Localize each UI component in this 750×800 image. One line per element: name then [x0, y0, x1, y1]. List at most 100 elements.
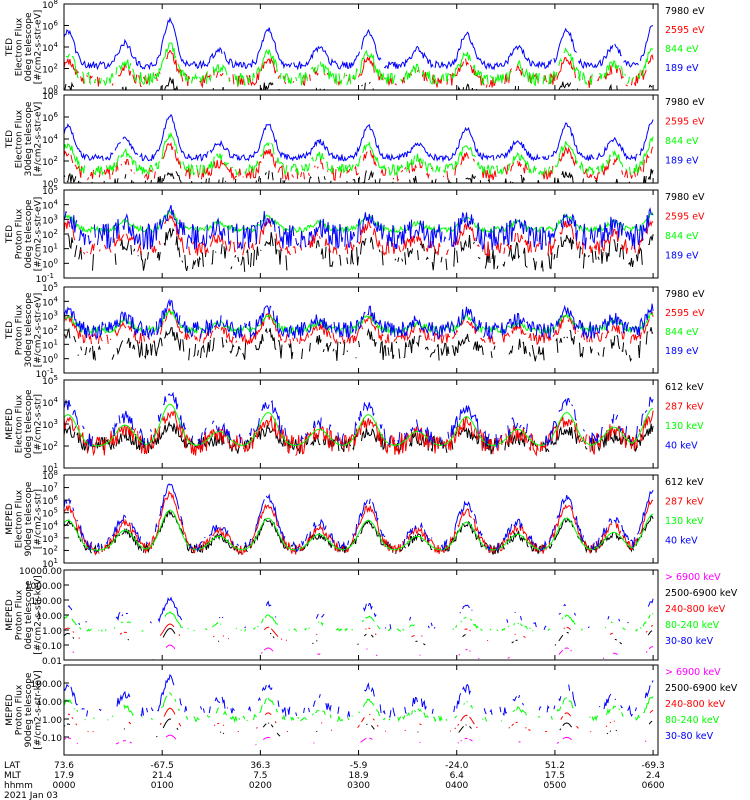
- legend-entry: 612 keV: [665, 382, 704, 393]
- y-tick-label: 102: [42, 544, 58, 557]
- y-tick-label: 0.01: [42, 657, 62, 667]
- lat-tick-label: 73.6: [54, 761, 74, 771]
- y-axis-title: Electron Flux: [15, 109, 25, 168]
- legend-entry: 2500-6900 keV: [665, 588, 738, 599]
- lat-tick-label: -5.9: [350, 761, 368, 771]
- y-axis-title: Electron Flux: [15, 17, 25, 76]
- legend-entry: 287 keV: [665, 497, 704, 508]
- series-line-287-kev: [64, 410, 654, 457]
- legend-entry: 240-800 keV: [665, 699, 726, 710]
- legend-entry: 189 eV: [665, 63, 699, 74]
- y-tick-label: 102: [42, 228, 58, 241]
- series-line-7980-ev: [64, 327, 654, 363]
- series-line-40-kev: [64, 391, 654, 449]
- y-tick-label: 102: [42, 440, 58, 453]
- series-line-130-kev: [64, 509, 654, 551]
- series-line-80-240-kev: [64, 611, 654, 632]
- footer-label: 2021 Jan 03: [4, 791, 58, 800]
- y-tick-label: 100: [42, 257, 58, 270]
- y-axis-title: TED: [5, 130, 15, 149]
- legend-entry: 189 eV: [665, 346, 699, 357]
- legend-entry: 2595 eV: [665, 25, 705, 36]
- y-axis-title: [#/cm2-s-str]: [34, 394, 44, 454]
- series-line-30-80-kev: [64, 673, 654, 718]
- legend-entry: 80-240 keV: [665, 715, 720, 726]
- y-axis-title: TED: [5, 38, 15, 57]
- series-line-130-kev: [64, 403, 654, 447]
- y-tick-label: 100.00: [31, 597, 63, 607]
- y-axis-title: MEPED: [5, 503, 15, 535]
- y-tick-label: 100: [42, 353, 58, 366]
- y-tick-label: 103: [42, 213, 58, 226]
- footer-label: MLT: [4, 771, 22, 781]
- y-axis-title: MEPED: [5, 599, 15, 631]
- legend-entry: 80-240 keV: [665, 620, 720, 631]
- y-tick-label: 106: [42, 20, 58, 33]
- legend-entry: 7980 eV: [665, 289, 705, 300]
- y-axis-title: Proton Flux: [15, 208, 25, 259]
- time-tick-label: 0300: [347, 781, 370, 791]
- y-tick-label: 103: [42, 310, 58, 323]
- panel-frame: [63, 664, 659, 756]
- legend-entry: 612 keV: [665, 477, 704, 488]
- y-tick-label: 107: [42, 482, 58, 495]
- legend-entry: 40 keV: [665, 441, 698, 452]
- series-line-30-80-kev: [67, 596, 654, 630]
- y-axis-title: 90deg telescope: [24, 672, 34, 747]
- lat-tick-label: 51.2: [545, 761, 565, 771]
- mlt-tick-label: 17.5: [545, 771, 565, 781]
- y-tick-label: 106: [42, 494, 58, 507]
- legend-entry: 2595 eV: [665, 212, 705, 223]
- y-tick-label: 103: [42, 418, 58, 431]
- y-axis-title: Proton Flux: [15, 304, 25, 355]
- legend-entry: 7980 eV: [665, 192, 705, 203]
- series-line--6900-kev: [64, 735, 651, 745]
- y-axis-title: Proton Flux: [15, 589, 25, 640]
- y-axis-title: 0deg telescope: [24, 389, 34, 459]
- y-tick-label: 10.00: [36, 698, 62, 708]
- time-tick-label: 0100: [151, 781, 174, 791]
- legend-entry: 130 keV: [665, 421, 704, 432]
- series-line-240-800-kev: [64, 623, 654, 641]
- y-axis-title: 0deg telescope: [24, 199, 34, 269]
- y-tick-label: 102: [42, 63, 58, 76]
- time-tick-label: 0500: [543, 781, 566, 791]
- time-axis-footer: 73.6 -67.5 36.3 -5.9 -24.0 51.2 -69.3 17.9 21.4 7…: [4, 761, 665, 800]
- y-tick-label: 101: [42, 243, 58, 256]
- y-axis-title: Electron Flux: [15, 489, 25, 548]
- y-tick-label: 106: [42, 111, 58, 124]
- series-line-80-240-kev: [64, 692, 654, 724]
- legend-entry: 189 eV: [665, 251, 699, 262]
- y-axis-title: [#/cm2-s-str-eV]: [34, 293, 44, 368]
- series-line-844-ev: [64, 131, 654, 177]
- mlt-tick-label: 17.9: [54, 771, 74, 781]
- series-line-240-800-kev: [67, 707, 654, 733]
- legend-entry: 130 keV: [665, 516, 704, 527]
- y-tick-label: 1000.00: [25, 582, 62, 592]
- y-axis-title: Electron Flux: [15, 394, 25, 453]
- y-axis-title: 30deg telescope: [24, 292, 34, 367]
- series-line-844-ev: [65, 42, 654, 87]
- mlt-tick-label: 7.5: [253, 771, 267, 781]
- y-tick-label: 105: [42, 507, 58, 520]
- series-line-189-ev: [64, 113, 654, 163]
- time-tick-label: 0000: [53, 781, 76, 791]
- series-line--6900-kev: [72, 644, 654, 660]
- y-axis-title: 0deg telescope: [24, 580, 34, 650]
- legend-entry: 189 eV: [665, 156, 699, 167]
- mlt-tick-label: 21.4: [152, 771, 172, 781]
- time-tick-label: 0600: [642, 781, 665, 791]
- y-axis-title: 0deg telescope: [24, 12, 34, 82]
- y-tick-label: 104: [42, 41, 58, 54]
- y-axis-title: 90deg telescope: [24, 481, 34, 556]
- y-axis-title: [#/cm2-s-str-eV]: [34, 10, 44, 85]
- lat-tick-label: -24.0: [445, 761, 469, 771]
- y-axis-title: [#/cm2-s-str-eV]: [34, 102, 44, 177]
